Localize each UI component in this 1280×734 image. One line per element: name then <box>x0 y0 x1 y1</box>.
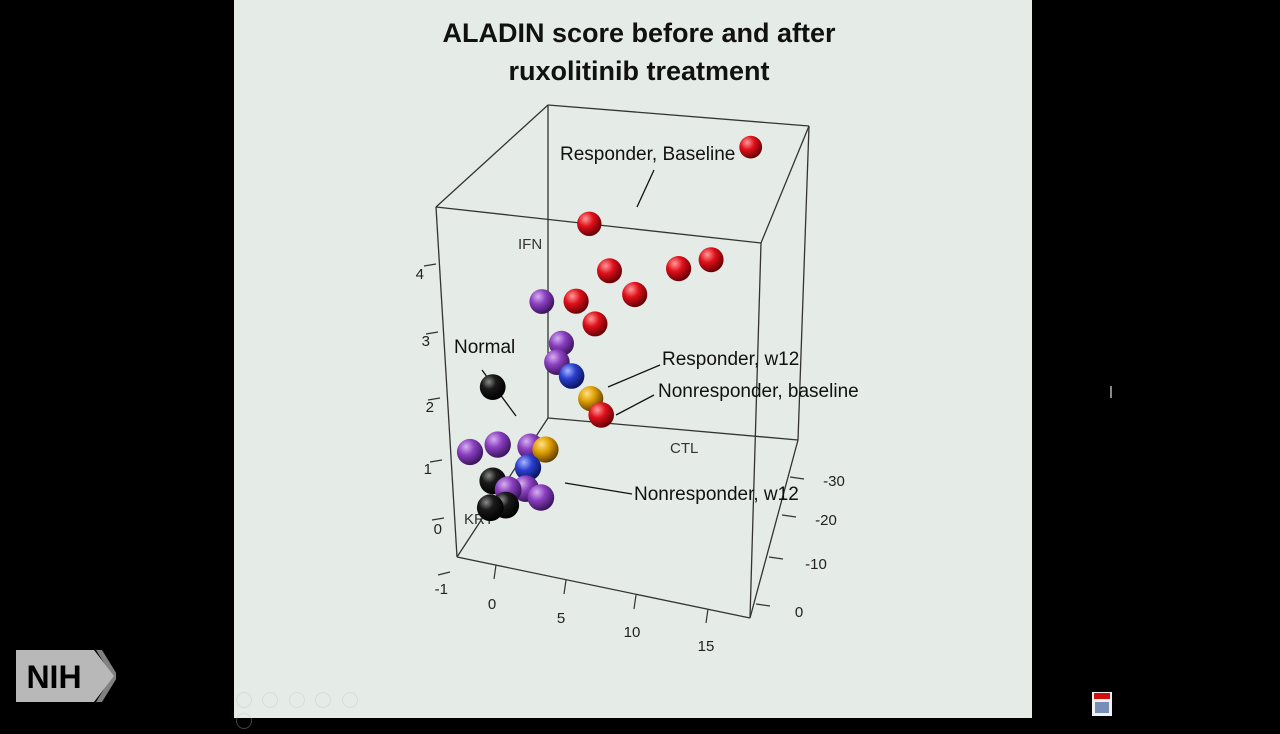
box-edge <box>435 104 549 208</box>
box-edge <box>749 242 762 619</box>
data-point-responder-w12 <box>456 438 484 466</box>
data-point-nonresponder-baseline <box>558 363 585 389</box>
pen-tool-icon[interactable] <box>288 692 305 708</box>
tick-label: 2 <box>426 399 434 416</box>
vertical-axis <box>423 263 451 576</box>
data-point-responder-baseline <box>588 402 614 428</box>
tick-label: 15 <box>698 638 715 655</box>
data-point-responder-baseline <box>597 258 622 284</box>
chart-title-line-1: ALADIN score before and after <box>442 18 836 48</box>
tick-label: -1 <box>435 581 448 598</box>
box-edge <box>749 439 799 619</box>
tick-label: 4 <box>416 266 424 283</box>
tick-label: -30 <box>823 473 845 490</box>
data-point-responder-baseline <box>582 311 608 337</box>
tick-label: 3 <box>422 333 430 350</box>
tick-label: 0 <box>488 596 496 613</box>
previous-slide-icon[interactable] <box>236 692 252 708</box>
data-point-responder-baseline <box>698 247 724 273</box>
nih-logo-text: NIH <box>26 659 81 695</box>
box-edge <box>547 104 810 127</box>
axis-label-ctl: CTL <box>670 440 698 457</box>
front-axis-tick-labels: 0 5 10 15 <box>488 596 715 655</box>
front-axis <box>493 564 709 624</box>
tick-label: 0 <box>795 604 803 621</box>
annotation-nonresponder-w12: Nonresponder, w12 <box>634 484 799 505</box>
tick-label: 1 <box>424 461 432 478</box>
data-point-responder-baseline <box>622 281 648 308</box>
data-point-responder-baseline <box>577 211 602 236</box>
tick-label: 10 <box>624 624 641 641</box>
taskbar-app-icon[interactable] <box>1092 692 1112 716</box>
annotation-responder-baseline: Responder, Baseline <box>560 144 735 165</box>
box-edge <box>797 125 810 441</box>
3d-scatter-plot: -1 0 1 2 3 4 0 5 10 15 0 - <box>416 104 859 655</box>
presentation-slide: ALADIN score before and after ruxolitini… <box>234 0 1032 718</box>
more-options-icon[interactable] <box>236 713 252 729</box>
data-point-responder-w12 <box>527 484 555 511</box>
annotation-nonresponder-baseline: Nonresponder, baseline <box>658 381 859 402</box>
chart-title-line-2: ruxolitinib treatment <box>508 56 770 86</box>
tick-label: 0 <box>434 521 442 538</box>
zoom-icon[interactable] <box>341 692 358 708</box>
vertical-axis-tick-labels: -1 0 1 2 3 4 <box>416 266 448 598</box>
data-point-responder-w12 <box>529 289 555 314</box>
data-point-responder-baseline <box>563 288 589 314</box>
box-edge <box>760 125 810 244</box>
axis-label-ifn: IFN <box>518 236 542 253</box>
data-point-responder-w12 <box>484 431 511 458</box>
annotations: Responder, Baseline Normal Responder, w1… <box>454 144 859 505</box>
data-points <box>456 135 763 522</box>
mouse-cursor <box>1110 386 1112 398</box>
box-edge <box>456 556 751 619</box>
data-point-responder-baseline <box>666 256 692 282</box>
chart-title: ALADIN score before and after ruxolitini… <box>234 14 1032 90</box>
box-edge <box>547 417 799 441</box>
box-edge <box>435 206 458 558</box>
slideshow-navigation[interactable] <box>236 692 386 729</box>
data-point-normal <box>476 494 504 522</box>
next-slide-icon[interactable] <box>262 692 279 708</box>
tick-label: -10 <box>805 556 827 573</box>
nih-logo: NIH <box>16 650 116 702</box>
annotation-responder-w12: Responder, w12 <box>662 349 799 370</box>
data-point-responder-baseline <box>739 135 763 159</box>
data-point-normal <box>479 374 506 400</box>
slide-sorter-icon[interactable] <box>315 692 332 708</box>
side-axis-tick-labels: 0 -10 -20 -30 <box>795 473 845 621</box>
data-point-nonresponder-baseline <box>514 454 542 481</box>
tick-label: -20 <box>815 512 837 529</box>
annotation-normal: Normal <box>454 337 515 358</box>
tick-label: 5 <box>557 610 565 627</box>
data-point-nonresponder-w12 <box>532 436 559 463</box>
side-axis <box>755 476 805 607</box>
